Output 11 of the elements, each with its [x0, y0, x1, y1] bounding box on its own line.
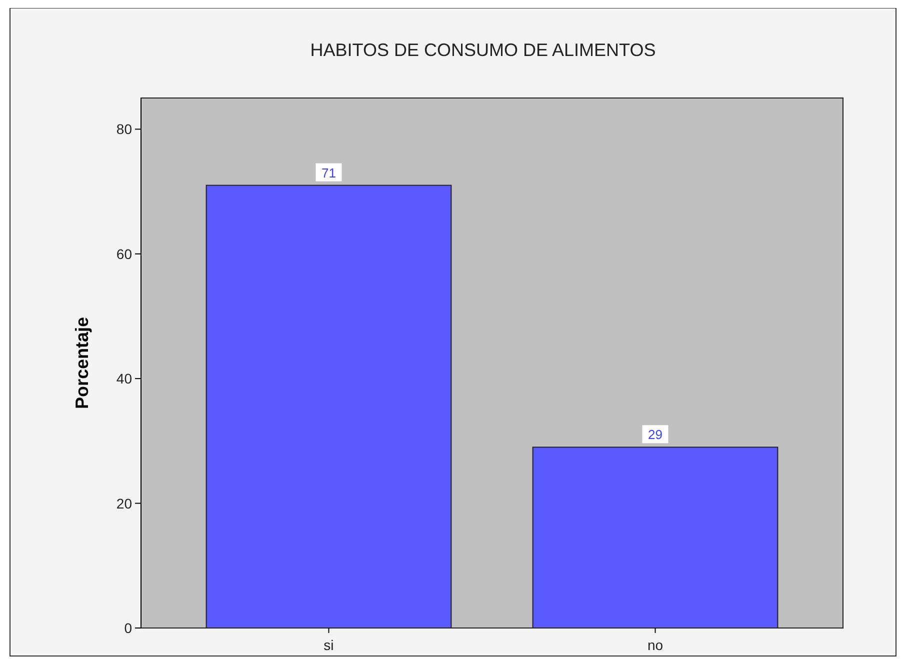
y-tick-label: 20	[116, 495, 132, 512]
y-tick-label: 0	[124, 620, 132, 636]
data-label: 29	[648, 427, 662, 442]
data-label: 71	[322, 165, 336, 180]
x-tick-label: si	[324, 637, 334, 653]
y-tick-label: 60	[116, 246, 132, 262]
y-tick-label: 40	[116, 370, 132, 387]
y-axis-title: Porcentaje	[72, 316, 92, 410]
y-tick-label: 80	[116, 121, 132, 138]
x-tick-label: no	[647, 637, 664, 653]
chart-title: HABITOS DE CONSUMO DE ALIMENTOS	[310, 40, 656, 60]
